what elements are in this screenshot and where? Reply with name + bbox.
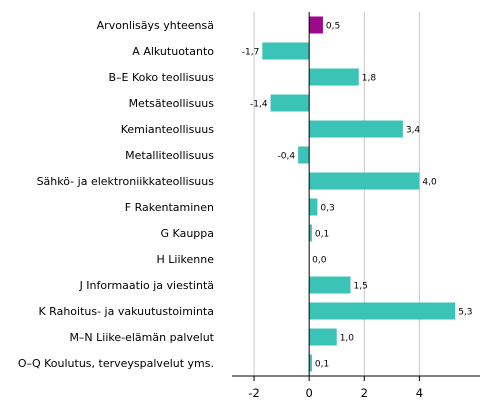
bar [309, 354, 312, 372]
category-label: G Kauppa [161, 227, 214, 240]
category-label: J Informaatio ja viestintä [79, 279, 214, 292]
data-label: 0,3 [320, 204, 334, 214]
category-label: K Rahoitus- ja vakuutustoiminta [38, 305, 214, 318]
data-label: 0,5 [326, 22, 340, 32]
bar [309, 302, 456, 320]
data-label: -1,7 [242, 48, 260, 58]
category-label: Metsäteollisuus [129, 97, 215, 110]
bar [309, 120, 403, 138]
data-label: 0,0 [312, 256, 327, 266]
bar [309, 16, 323, 34]
bar [309, 198, 318, 216]
category-label: A Alkutuotanto [132, 45, 214, 58]
data-label: 1,8 [362, 74, 377, 84]
data-label: 0,1 [315, 360, 329, 370]
bar [309, 68, 359, 86]
category-label: B–E Koko teollisuus [109, 71, 215, 84]
data-label: 3,4 [406, 126, 421, 136]
bar [309, 328, 337, 346]
gridlines [253, 12, 420, 376]
bar [309, 224, 312, 242]
x-tick-label: -2 [248, 386, 259, 400]
bar [309, 276, 351, 294]
category-label: Metalliteollisuus [125, 149, 214, 162]
x-tick-label: 0 [305, 386, 312, 400]
bar [298, 146, 310, 164]
category-label: Sähkö- ja elektroniikkateollisuus [37, 175, 215, 188]
bars [262, 16, 456, 372]
x-axis: -2 0 2 4 [232, 12, 480, 400]
data-label: 0,1 [315, 230, 329, 240]
x-tick-label: 2 [361, 386, 368, 400]
category-label: F Rakentaminen [125, 201, 214, 214]
value-labels: 0,5 -1,7 1,8 -1,4 3,4 -0,4 4,0 0,3 0,1 0,0 1,5 5,3 1… [242, 22, 473, 370]
data-label: 5,3 [458, 308, 472, 318]
bar [270, 94, 310, 112]
category-label: Arvonlisäys yhteensä [97, 19, 214, 32]
data-label: -0,4 [278, 152, 296, 162]
category-label: M–N Liike-elämän palvelut [69, 331, 214, 344]
category-label: O–Q Koulutus, terveyspalvelut yms. [18, 357, 214, 370]
bar [309, 172, 420, 190]
data-label: 1,5 [353, 282, 367, 292]
x-tick-label: 4 [416, 386, 423, 400]
data-label: -1,4 [250, 100, 268, 110]
category-labels: Arvonlisäys yhteensä A Alkutuotanto B–E Ko… [18, 19, 215, 370]
data-label: 1,0 [340, 334, 355, 344]
bar [262, 42, 310, 60]
category-label: H Liikenne [157, 253, 215, 266]
category-label: Kemianteollisuus [121, 123, 215, 136]
data-label: 4,0 [422, 178, 437, 188]
